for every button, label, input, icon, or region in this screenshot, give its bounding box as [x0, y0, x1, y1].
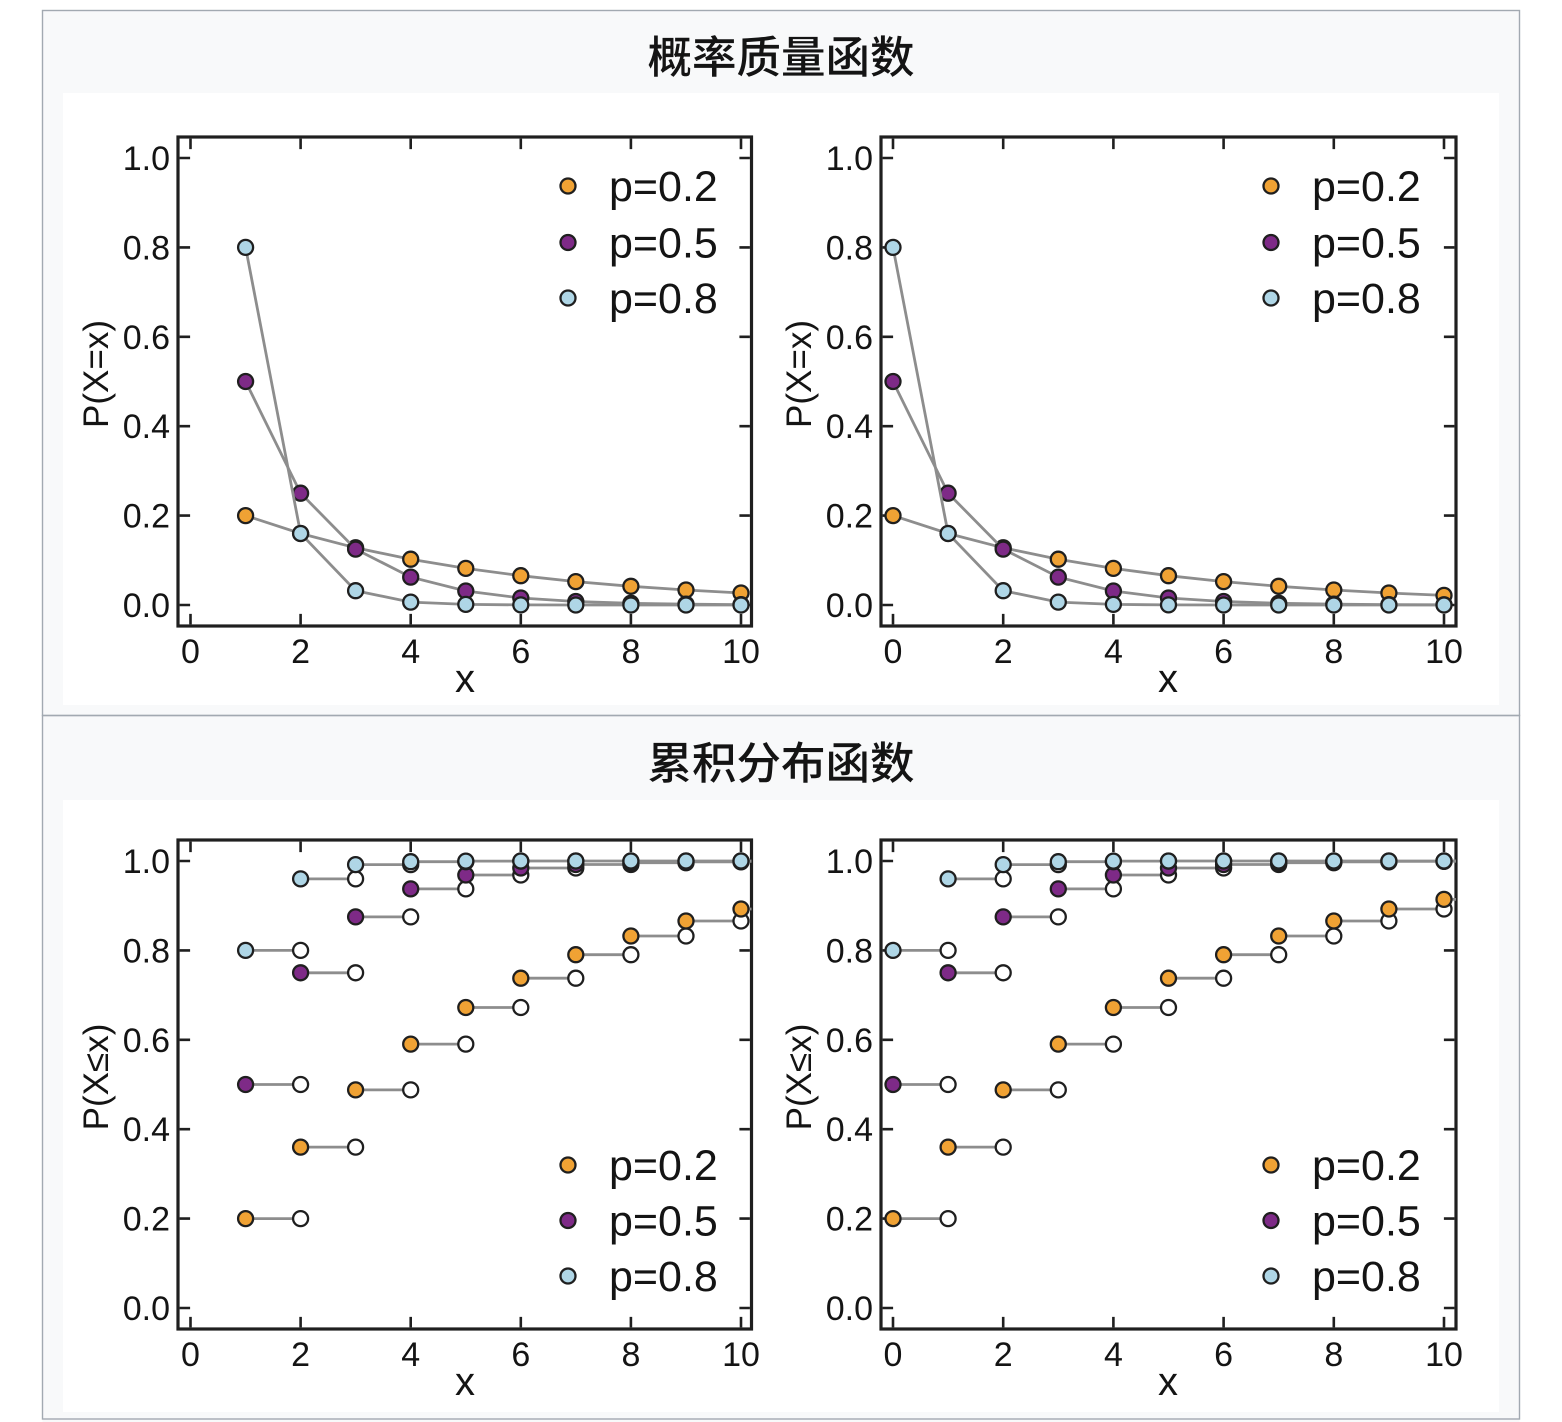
svg-text:P(X≤x): P(X≤x)	[780, 1024, 819, 1131]
svg-text:p=0.5: p=0.5	[1312, 1198, 1421, 1246]
svg-text:0.0: 0.0	[826, 587, 873, 625]
svg-text:p=0.8: p=0.8	[1312, 1253, 1421, 1301]
svg-text:4: 4	[1104, 633, 1123, 671]
svg-text:8: 8	[621, 1336, 640, 1374]
svg-text:10: 10	[1425, 1336, 1463, 1374]
svg-text:6: 6	[1214, 1336, 1233, 1374]
svg-text:0.4: 0.4	[123, 1111, 170, 1149]
svg-text:p=0.8: p=0.8	[1312, 275, 1421, 323]
svg-text:p=0.2: p=0.2	[609, 1142, 718, 1190]
svg-text:0.8: 0.8	[826, 229, 873, 267]
svg-text:0: 0	[884, 633, 903, 671]
svg-text:1.0: 1.0	[826, 843, 873, 881]
svg-text:0: 0	[181, 633, 200, 671]
svg-text:0.2: 0.2	[123, 498, 170, 536]
svg-text:x: x	[455, 657, 475, 701]
svg-text:P(X=x): P(X=x)	[780, 320, 819, 428]
svg-text:2: 2	[291, 633, 310, 671]
svg-text:8: 8	[1324, 633, 1343, 671]
svg-text:0.4: 0.4	[826, 1111, 873, 1149]
svg-text:1.0: 1.0	[123, 843, 170, 881]
svg-text:4: 4	[401, 633, 420, 671]
svg-text:0: 0	[181, 1336, 200, 1374]
svg-text:6: 6	[511, 1336, 530, 1374]
svg-text:P(X=x): P(X=x)	[77, 320, 116, 428]
svg-text:10: 10	[1425, 633, 1463, 671]
svg-text:p=0.8: p=0.8	[609, 1253, 718, 1301]
svg-text:4: 4	[1104, 1336, 1123, 1374]
svg-text:0.6: 0.6	[123, 319, 170, 357]
svg-text:0.0: 0.0	[123, 587, 170, 625]
svg-text:6: 6	[511, 633, 530, 671]
svg-text:1.0: 1.0	[123, 140, 170, 178]
svg-text:4: 4	[401, 1336, 420, 1374]
svg-text:p=0.5: p=0.5	[1312, 220, 1421, 268]
svg-text:x: x	[1158, 657, 1178, 701]
svg-text:10: 10	[722, 1336, 760, 1374]
svg-text:0.8: 0.8	[826, 932, 873, 970]
svg-text:x: x	[455, 1360, 475, 1404]
svg-text:0.8: 0.8	[123, 932, 170, 970]
svg-text:0.6: 0.6	[123, 1022, 170, 1060]
svg-text:0.6: 0.6	[826, 1022, 873, 1060]
svg-text:p=0.2: p=0.2	[1312, 163, 1421, 211]
svg-text:1.0: 1.0	[826, 140, 873, 178]
svg-text:2: 2	[994, 633, 1013, 671]
svg-text:2: 2	[994, 1336, 1013, 1374]
svg-text:P(X≤x): P(X≤x)	[77, 1024, 116, 1131]
svg-text:0.0: 0.0	[826, 1290, 873, 1328]
svg-text:x: x	[1158, 1360, 1178, 1404]
svg-text:8: 8	[1324, 1336, 1343, 1374]
svg-text:p=0.5: p=0.5	[609, 1198, 718, 1246]
svg-text:0.0: 0.0	[123, 1290, 170, 1328]
svg-text:0.4: 0.4	[826, 408, 873, 446]
svg-text:p=0.5: p=0.5	[609, 220, 718, 268]
svg-text:p=0.2: p=0.2	[609, 163, 718, 211]
svg-text:0.4: 0.4	[123, 408, 170, 446]
svg-text:6: 6	[1214, 633, 1233, 671]
svg-text:0: 0	[884, 1336, 903, 1374]
svg-text:8: 8	[621, 633, 640, 671]
svg-text:0.2: 0.2	[826, 498, 873, 536]
svg-text:10: 10	[722, 633, 760, 671]
svg-text:0.2: 0.2	[826, 1201, 873, 1239]
svg-text:p=0.8: p=0.8	[609, 275, 718, 323]
svg-text:p=0.2: p=0.2	[1312, 1142, 1421, 1190]
svg-text:0.8: 0.8	[123, 229, 170, 267]
svg-text:0.2: 0.2	[123, 1201, 170, 1239]
svg-text:2: 2	[291, 1336, 310, 1374]
svg-text:0.6: 0.6	[826, 319, 873, 357]
